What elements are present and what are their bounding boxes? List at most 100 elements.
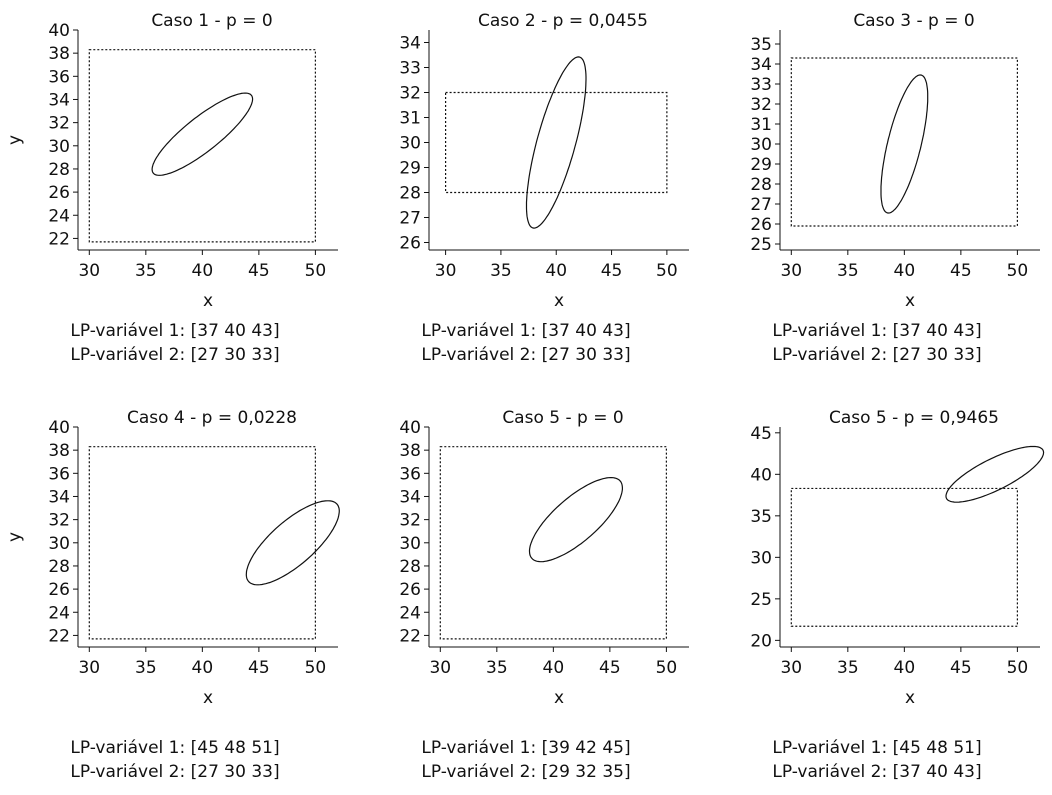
x-tick-label: 45 [950, 658, 972, 678]
y-tick-label: 31 [750, 115, 772, 135]
x-tick-label: 30 [780, 658, 802, 678]
chart-title: Caso 1 - p = 0 [151, 11, 272, 31]
x-tick-label: 35 [135, 261, 157, 281]
y-tick-label: 22 [48, 626, 70, 646]
caption-line-1: LP-variável 1: [45 48 51] [70, 738, 280, 758]
x-tick-label: 50 [656, 658, 678, 678]
y-tick-label: 30 [750, 135, 772, 155]
confidence-ellipse [151, 92, 254, 176]
y-tick-label: 34 [399, 487, 421, 507]
chart-panel-caso-2: Caso 2 - p = 0,0455 30 35 40 45 50 26 27 28 29 30 3… [351, 0, 701, 398]
x-axis-label: x [554, 688, 564, 708]
y-tick-label: 36 [48, 67, 70, 87]
y-tick-label: 45 [750, 424, 772, 444]
y-tick-label: 30 [399, 134, 421, 154]
y-tick-label: 27 [750, 195, 772, 215]
x-axis-label: x [905, 688, 915, 708]
x-tick-label: 35 [837, 261, 859, 281]
x-tick-label: 35 [135, 658, 157, 678]
plot-caso-5b: Caso 5 - p = 0,9465 30 35 40 45 50 20 25 30 35 40 4… [750, 408, 1045, 708]
y-tick-label: 26 [750, 215, 772, 235]
caption-line-2: LP-variável 2: [27 30 33] [70, 762, 280, 782]
caption-line-2: LP-variável 2: [27 30 33] [421, 345, 631, 365]
region-rectangle [88, 446, 316, 640]
x-axis-label: x [554, 291, 564, 311]
region-rectangle [444, 91, 668, 194]
y-tick-label: 40 [48, 418, 70, 438]
y-tick-label: 40 [48, 21, 70, 41]
caption-line-1: LP-variável 1: [37 40 43] [421, 321, 631, 341]
x-tick-label: 40 [192, 658, 214, 678]
y-tick-label: 24 [48, 206, 70, 226]
y-tick-label: 30 [48, 534, 70, 554]
y-tick-label: 32 [399, 84, 421, 104]
y-tick-label: 36 [48, 464, 70, 484]
confidence-ellipse [245, 500, 340, 586]
chart-title: Caso 2 - p = 0,0455 [478, 11, 648, 31]
y-tick-label: 28 [399, 557, 421, 577]
region-rectangle [88, 49, 316, 243]
confidence-ellipse [880, 74, 929, 214]
y-tick-label: 26 [399, 234, 421, 254]
region-rectangle [790, 487, 1018, 627]
y-tick-label: 32 [48, 114, 70, 134]
x-tick-label: 50 [656, 261, 678, 281]
confidence-ellipse [525, 56, 587, 229]
y-tick-label: 28 [48, 160, 70, 180]
y-tick-label: 28 [399, 184, 421, 204]
y-tick-label: 24 [48, 603, 70, 623]
caption-line-2: LP-variável 2: [29 32 35] [421, 762, 631, 782]
x-axis-label: x [203, 688, 213, 708]
confidence-ellipse [945, 445, 1045, 503]
region-rectangle [439, 446, 667, 640]
y-tick-label: 29 [399, 159, 421, 179]
y-tick-label: 34 [750, 55, 772, 75]
chart-panel-caso-3: Caso 3 - p = 0 30 35 40 45 50 25 26 27 28 29 30 31 32… [702, 0, 1052, 398]
x-tick-label: 45 [950, 261, 972, 281]
plot-caso-4: Caso 4 - p = 0,0228 30 35 40 45 50 22 24 26 28 30 3… [5, 408, 340, 708]
plot-caso-5a: Caso 5 - p = 0 30 35 40 45 50 22 24 26 28 30 32 34 36… [399, 408, 689, 708]
y-tick-label: 32 [48, 511, 70, 531]
y-tick-label: 27 [399, 209, 421, 229]
y-tick-label: 20 [750, 631, 772, 651]
y-axis-label: y [5, 135, 25, 145]
caption-line-1: LP-variável 1: [37 40 43] [772, 321, 982, 341]
y-tick-label: 26 [48, 183, 70, 203]
chart-panel-caso-5a: Caso 5 - p = 0 30 35 40 45 50 22 24 26 28 30 32 34 36… [351, 397, 701, 795]
chart-title: Caso 5 - p = 0 [502, 408, 623, 428]
plot-caso-3: Caso 3 - p = 030 35 40 45 502526272829303132… [750, 11, 1040, 311]
y-tick-label: 30 [750, 548, 772, 568]
y-tick-label: 33 [750, 75, 772, 95]
chart-panel-caso-1: Caso 1 - p = 0 30 35 40 45 50 22 24 26 28 30 32 34 36… [0, 0, 350, 398]
y-tick-label: 34 [399, 34, 421, 54]
y-tick-label: 35 [750, 507, 772, 527]
y-tick-label: 30 [399, 534, 421, 554]
y-tick-label: 24 [399, 603, 421, 623]
x-tick-label: 50 [305, 261, 327, 281]
x-tick-label: 40 [543, 658, 565, 678]
region-rectangle [790, 57, 1018, 227]
y-tick-label: 34 [48, 487, 70, 507]
chart-title: Caso 5 - p = 0,9465 [829, 408, 999, 428]
x-tick-label: 40 [545, 261, 567, 281]
y-tick-label: 35 [750, 35, 772, 55]
y-tick-label: 40 [750, 465, 772, 485]
y-tick-label: 28 [48, 557, 70, 577]
x-tick-label: 50 [1007, 261, 1029, 281]
x-tick-label: 45 [601, 261, 623, 281]
x-tick-label: 35 [837, 658, 859, 678]
confidence-ellipse [528, 476, 623, 563]
caption-line-2: LP-variável 2: [37 40 43] [772, 762, 982, 782]
x-tick-label: 30 [78, 658, 100, 678]
y-tick-label: 32 [399, 511, 421, 531]
y-tick-label: 40 [399, 418, 421, 438]
y-tick-label: 30 [48, 137, 70, 157]
y-tick-label: 28 [750, 175, 772, 195]
caption-line-2: LP-variável 2: [27 30 33] [70, 345, 280, 365]
x-tick-label: 45 [248, 261, 270, 281]
y-tick-label: 25 [750, 590, 772, 610]
chart-panel-caso-5b: Caso 5 - p = 0,9465 30 35 40 45 50 20 25 30 35 40 4… [702, 397, 1052, 795]
y-tick-label: 38 [48, 44, 70, 64]
x-tick-label: 30 [780, 261, 802, 281]
x-tick-label: 30 [78, 261, 100, 281]
